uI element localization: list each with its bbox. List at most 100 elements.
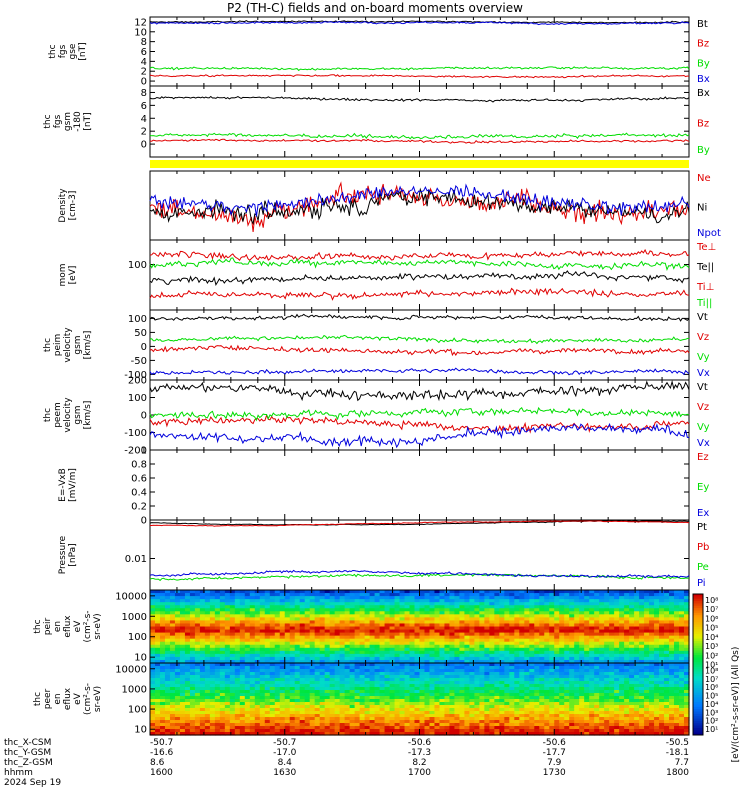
spectrogram-cell <box>589 605 595 609</box>
spectrogram-cell <box>519 608 525 612</box>
spectrogram-cell <box>244 614 251 618</box>
spectrogram-cell <box>544 647 550 652</box>
spectrogram-cell <box>554 647 560 652</box>
spectrogram-cell <box>684 659 690 664</box>
spectrogram-cell <box>309 620 316 625</box>
spectrogram-cell <box>524 702 530 706</box>
spectrogram-cell <box>184 659 191 664</box>
spectrogram-cell <box>404 647 411 652</box>
spectrogram-cell <box>219 732 226 736</box>
spectrogram-cell <box>559 653 565 658</box>
spectrogram-cell <box>479 614 485 618</box>
spectrogram-cell <box>199 666 206 670</box>
spectrogram-cell <box>599 602 605 606</box>
ylabel-line: [km/s] <box>83 401 93 430</box>
spectrogram-cell <box>659 614 665 618</box>
spectrogram-cell <box>464 672 471 676</box>
spectrogram-cell <box>339 690 346 694</box>
ylabel-line: peim <box>53 334 63 357</box>
spectrogram-cell <box>609 614 615 618</box>
spectrogram-cell <box>684 605 690 609</box>
spectrogram-cell <box>194 693 201 697</box>
spectrogram-cell <box>674 653 680 658</box>
spectrogram-cell <box>594 602 600 606</box>
spectrogram-cell <box>254 684 261 688</box>
spectrogram-cell <box>639 614 645 618</box>
spectrogram-cell <box>424 599 431 603</box>
spectrogram-cell <box>209 696 216 700</box>
spectrogram-cell <box>634 602 640 606</box>
spectrogram-cell <box>254 708 261 712</box>
spectrogram-cell <box>349 705 356 709</box>
spectrogram-cell <box>334 690 341 694</box>
spectrogram-cell <box>239 596 246 600</box>
spectrogram-cell <box>349 638 356 643</box>
spectrogram-cell <box>269 650 276 655</box>
spectrogram-cell <box>334 675 341 679</box>
spectrogram-cell <box>150 641 156 646</box>
spectrogram-cell <box>349 693 356 697</box>
spectrogram-cell <box>304 669 311 673</box>
spectrogram-cell <box>324 602 331 606</box>
spectrogram-cell <box>584 632 590 637</box>
spectrogram-cell <box>179 732 186 736</box>
spectrogram-cell <box>414 590 421 594</box>
spectrogram-cell <box>339 623 346 628</box>
spectrogram-cell <box>494 726 500 730</box>
spectrogram-cell <box>589 620 595 625</box>
spectrogram-cell <box>234 675 241 679</box>
spectrogram-cell <box>184 632 191 637</box>
spectrogram-cell <box>569 626 575 631</box>
spectrogram-cell <box>264 620 271 625</box>
spectrogram-cell <box>464 617 471 622</box>
spectrogram-cell <box>684 620 690 625</box>
spectrogram-cell <box>224 593 231 597</box>
spectrogram-cell <box>439 650 446 655</box>
spectrogram-cell <box>324 626 331 631</box>
spectrogram-cell <box>494 644 500 649</box>
spectrogram-cell <box>349 732 356 736</box>
spectrogram-cell <box>249 659 256 664</box>
spectrogram-cell <box>284 687 291 691</box>
spectrogram-cell <box>494 669 500 673</box>
spectrogram-cell <box>154 596 161 600</box>
spectrogram-cell <box>404 620 411 625</box>
spectrogram-cell <box>279 723 286 727</box>
spectrogram-cell <box>309 623 316 628</box>
spectrogram-cell <box>319 723 326 727</box>
spectrogram-cell <box>229 708 236 712</box>
spectrogram-cell <box>539 596 545 600</box>
spectrogram-cell <box>279 632 286 637</box>
series-Npot <box>149 183 690 217</box>
spectrogram-cell <box>439 656 446 661</box>
spectrogram-cell <box>509 590 515 594</box>
spectrogram-cell <box>279 726 286 730</box>
spectrogram-cell <box>534 659 540 664</box>
spectrogram-cell <box>239 678 246 682</box>
spectrogram-cell <box>269 599 276 603</box>
spectrogram-cell <box>154 726 161 730</box>
spectrogram-cell <box>469 605 475 609</box>
spectrogram-cell <box>419 723 426 727</box>
spectrogram-cell <box>179 599 186 603</box>
spectrogram-cell <box>319 614 326 618</box>
spectrogram-cell <box>304 663 311 667</box>
spectrogram-cell <box>399 681 406 685</box>
spectrogram-cell <box>554 641 560 646</box>
spectrogram-cell <box>314 617 321 622</box>
series-Vx <box>149 422 690 449</box>
spectrogram-cell <box>374 726 381 730</box>
spectrogram-cell <box>299 726 306 730</box>
spectrogram-cell <box>414 729 421 733</box>
spectrogram-cell <box>329 599 336 603</box>
spectrogram-cell <box>544 617 550 622</box>
spectrogram-cell <box>229 720 236 724</box>
spectrogram-cell <box>269 602 276 606</box>
spectrogram-cell <box>189 720 196 724</box>
spectrogram-cell <box>209 687 216 691</box>
spectrogram-cell <box>419 653 426 658</box>
spectrogram-cell <box>354 672 361 676</box>
spectrogram-cell <box>444 626 451 631</box>
spectrogram-cell <box>344 626 351 631</box>
spectrogram-cell <box>474 626 480 631</box>
